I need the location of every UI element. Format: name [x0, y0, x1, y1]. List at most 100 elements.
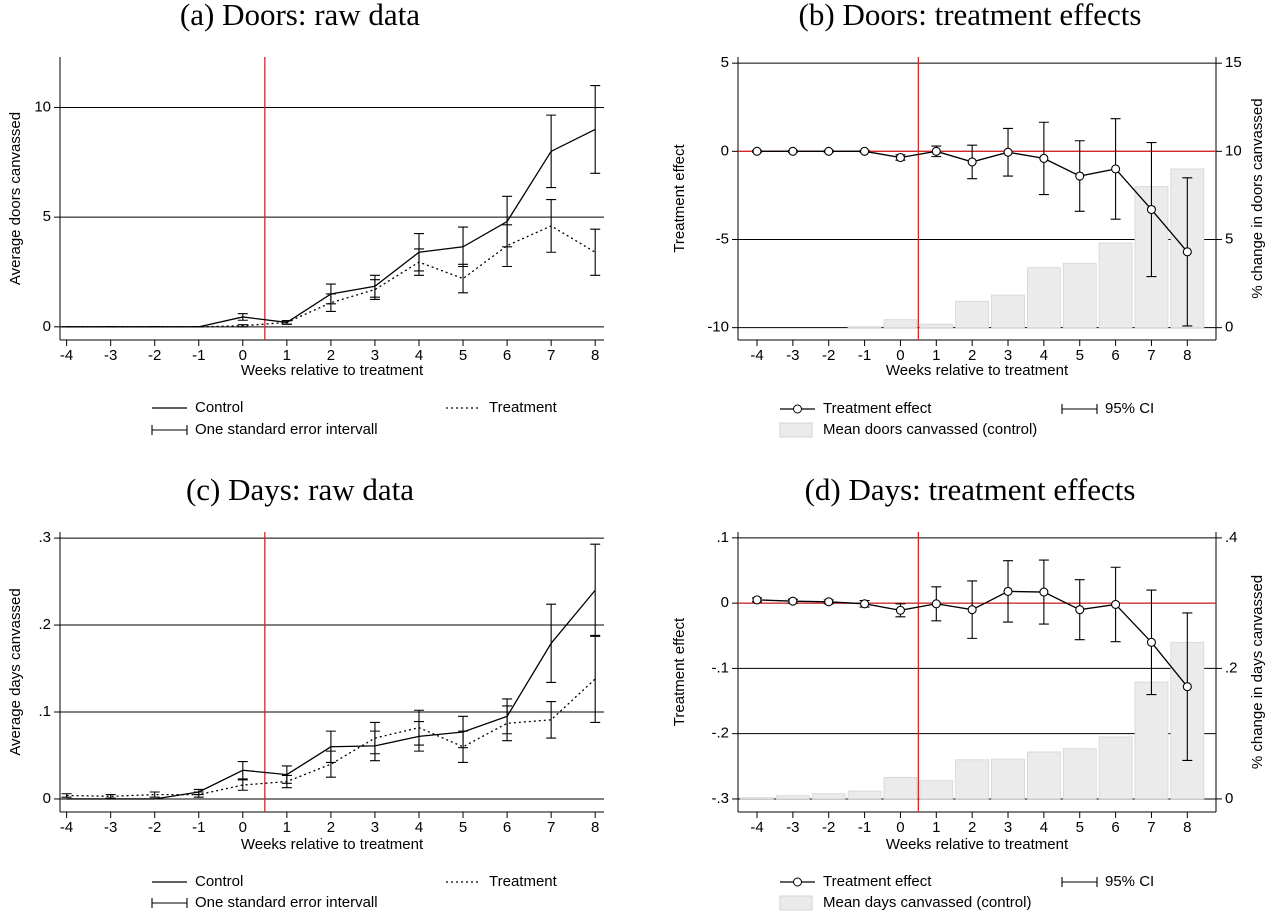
x-axis-title: Weeks relative to treatment — [241, 362, 424, 379]
error-bar — [325, 750, 336, 778]
x-tick-label: 4 — [415, 819, 423, 836]
point-marker — [1182, 682, 1192, 692]
point-marker — [788, 146, 798, 156]
y-tick-label: 0 — [721, 594, 729, 611]
bar — [775, 795, 810, 800]
error-bar — [281, 320, 292, 325]
x-tick-label: -1 — [858, 819, 871, 836]
x-tick-label: 6 — [503, 347, 511, 364]
x-axis-title: Weeks relative to treatment — [241, 836, 424, 853]
x-tick-label: 8 — [1183, 819, 1191, 836]
error-bar — [413, 248, 424, 276]
x-tick-label: 5 — [459, 347, 467, 364]
error-bar — [237, 324, 248, 328]
x-tick-label: -4 — [60, 347, 73, 364]
x-tick-label: 3 — [371, 819, 379, 836]
point-marker — [1075, 171, 1085, 181]
point-marker — [1039, 153, 1049, 163]
point-marker — [1039, 587, 1049, 597]
legend-marker — [793, 404, 802, 414]
bar — [847, 326, 882, 329]
panel-title: (c) Days: raw data — [186, 472, 414, 507]
point-marker — [788, 596, 798, 606]
error-bar — [546, 114, 557, 189]
x-tick-label: 3 — [1004, 819, 1012, 836]
point-marker — [1146, 204, 1157, 215]
bar — [1062, 262, 1097, 329]
x-tick-label: -2 — [822, 819, 835, 836]
x-tick-label: -1 — [192, 347, 205, 364]
bar — [883, 777, 918, 800]
point-marker — [1075, 605, 1085, 615]
y2-axis-title: % change in days canvassed — [1249, 575, 1266, 769]
y-tick-label: 5 — [721, 54, 729, 71]
error-bar — [458, 263, 469, 294]
point-marker — [860, 599, 870, 609]
y-tick-label: 5 — [43, 208, 51, 225]
error-bar — [237, 761, 248, 780]
error-bar — [413, 709, 424, 746]
error-bar — [546, 603, 557, 683]
x-tick-label: 4 — [1040, 819, 1048, 836]
legend-label: One standard error intervall — [195, 421, 378, 438]
bar — [919, 780, 954, 800]
bar — [919, 323, 954, 329]
point-marker — [752, 146, 762, 156]
x-tick-label: 1 — [283, 819, 291, 836]
bar — [1098, 242, 1133, 329]
legend-error — [1061, 877, 1098, 887]
x-tick-label: 6 — [1111, 819, 1119, 836]
point-marker — [967, 157, 977, 167]
legend-label: One standard error intervall — [195, 894, 378, 911]
error-bar — [369, 279, 380, 300]
bar — [811, 793, 846, 800]
x-tick-label: 0 — [896, 347, 904, 364]
y-axis-title: Average days canvassed — [7, 588, 24, 755]
x-tick-label: 4 — [415, 347, 423, 364]
bar — [1134, 681, 1169, 800]
x-tick-label: 2 — [327, 347, 335, 364]
x-tick-label: -2 — [148, 819, 161, 836]
error-bar — [546, 199, 557, 253]
panel-title: (a) Doors: raw data — [180, 0, 420, 32]
x-tick-label: 7 — [1147, 819, 1155, 836]
legend-label: Mean doors canvassed (control) — [823, 421, 1037, 438]
x-tick-label: -3 — [104, 819, 117, 836]
y-tick-label: .2 — [38, 616, 51, 633]
x-tick-label: -3 — [104, 347, 117, 364]
bar — [991, 758, 1025, 800]
x-tick-label: 8 — [1183, 347, 1191, 364]
x-tick-label: 3 — [371, 347, 379, 364]
x-tick-label: 3 — [1004, 347, 1012, 364]
x-tick-label: 6 — [503, 819, 511, 836]
x-tick-label: -3 — [786, 347, 799, 364]
x-tick-label: 2 — [968, 819, 976, 836]
error-bar — [590, 543, 601, 637]
y-axis-title: Average doors canvassed — [7, 112, 24, 285]
x-tick-label: 0 — [896, 819, 904, 836]
y-axis-title: Treatment effect — [671, 143, 688, 252]
x-tick-label: -2 — [822, 347, 835, 364]
x-tick-label: -4 — [750, 819, 763, 836]
y2-tick-label: .4 — [1225, 529, 1238, 546]
x-tick-label: -3 — [786, 819, 799, 836]
bar — [740, 797, 774, 800]
point-marker — [895, 152, 905, 163]
error-bar — [105, 794, 116, 799]
point-marker — [931, 146, 941, 156]
panel-title: (b) Doors: treatment effects — [799, 0, 1142, 32]
y2-tick-label: 0 — [1225, 790, 1233, 807]
x-tick-label: 1 — [283, 347, 291, 364]
bar — [1026, 751, 1061, 800]
x-tick-label: 4 — [1040, 347, 1048, 364]
y-tick-label: .3 — [38, 529, 51, 546]
x-tick-label: 0 — [239, 347, 247, 364]
y-tick-label: 10 — [34, 98, 51, 115]
y-tick-label: -.2 — [711, 725, 729, 742]
error-bar — [237, 313, 248, 321]
point-marker — [1003, 586, 1013, 596]
legend-label: Treatment — [489, 873, 558, 890]
x-tick-label: 5 — [459, 819, 467, 836]
x-tick-label: 6 — [1111, 347, 1119, 364]
error-bar — [61, 793, 72, 798]
